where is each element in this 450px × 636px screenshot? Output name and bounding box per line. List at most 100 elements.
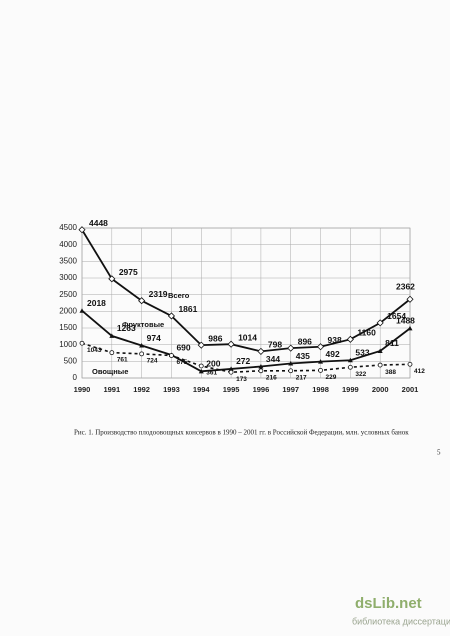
marker xyxy=(316,343,325,351)
marker xyxy=(108,275,116,283)
x-tick-label: 1992 xyxy=(133,385,150,394)
x-tick-label: 1996 xyxy=(253,385,270,394)
data-label: 4448 xyxy=(89,218,108,228)
x-tick-label: 1993 xyxy=(163,385,180,394)
data-label: 724 xyxy=(147,358,158,365)
data-label: 761 xyxy=(117,356,128,363)
chart: 0 500 1000 1500 2000 2500 3000 3500 4000 4500 1990… xyxy=(59,218,425,394)
y-tick-label: 1000 xyxy=(59,340,77,349)
data-label: 435 xyxy=(296,351,310,361)
data-label: 1263 xyxy=(117,323,136,333)
x-tick-label: 1995 xyxy=(223,385,240,394)
series-line xyxy=(81,310,411,373)
marker xyxy=(288,368,294,374)
marker xyxy=(257,347,265,355)
series-name: Фруктовые xyxy=(122,320,164,329)
data-label: 811 xyxy=(385,338,399,348)
x-tick-label: 1997 xyxy=(282,385,299,394)
data-label: 361 xyxy=(206,370,217,377)
data-label: 2018 xyxy=(87,298,106,308)
data-label: 1014 xyxy=(238,332,257,342)
data-label: 229 xyxy=(326,374,337,381)
marker xyxy=(347,364,353,370)
data-label: 896 xyxy=(298,336,312,346)
x-tick-label: 1994 xyxy=(193,385,211,394)
marker xyxy=(407,325,413,331)
marker xyxy=(318,359,324,364)
y-tick-label: 1500 xyxy=(59,323,77,332)
y-tick-label: 4500 xyxy=(59,223,77,232)
data-label: 2362 xyxy=(396,282,415,292)
x-tick-label: 1990 xyxy=(74,385,91,394)
marker xyxy=(198,363,204,369)
marker xyxy=(407,361,413,367)
marker xyxy=(227,340,235,348)
x-tick-label: 2001 xyxy=(402,385,419,394)
y-tick-label: 0 xyxy=(73,373,78,382)
marker xyxy=(139,343,145,348)
marker xyxy=(377,348,383,353)
data-label: 533 xyxy=(355,347,369,357)
data-label: 217 xyxy=(296,374,307,381)
marker xyxy=(288,361,294,366)
marker xyxy=(139,351,145,357)
marker xyxy=(346,335,354,343)
series-name: Всего xyxy=(168,291,190,300)
data-label: 1160 xyxy=(357,328,376,338)
marker xyxy=(376,319,384,327)
y-tick-label: 3000 xyxy=(59,273,77,282)
marker xyxy=(109,333,115,338)
marker xyxy=(287,344,295,352)
data-label: 272 xyxy=(236,356,250,366)
data-label: 344 xyxy=(266,354,280,364)
marker xyxy=(167,312,176,320)
data-label: 938 xyxy=(328,335,342,345)
data-label: 492 xyxy=(326,349,340,359)
marker xyxy=(347,357,353,363)
marker xyxy=(228,366,234,371)
data-label: 1654 xyxy=(387,311,406,321)
data-label: 216 xyxy=(266,375,277,382)
data-label: 1488 xyxy=(396,316,415,326)
marker xyxy=(318,367,323,373)
watermark-subtitle: библиотека диссертаций xyxy=(352,616,450,626)
x-tick-label: 1998 xyxy=(312,385,329,394)
marker xyxy=(78,226,86,234)
marker xyxy=(109,350,115,356)
marker xyxy=(258,368,264,374)
x-tick-label: 1991 xyxy=(103,385,120,394)
page-number: 5 xyxy=(437,449,441,457)
data-label: 173 xyxy=(236,376,247,383)
data-label: 1861 xyxy=(178,304,197,314)
data-label: 974 xyxy=(147,333,161,343)
watermark-site: dsLib.net xyxy=(355,595,422,612)
series-line xyxy=(81,342,411,374)
data-label: 675 xyxy=(176,359,187,366)
data-label: 1043 xyxy=(87,347,102,354)
data-label: 388 xyxy=(385,369,396,376)
data-label: 986 xyxy=(208,333,222,343)
caption: Рис. 1. Производство плодоовощных консер… xyxy=(74,429,409,437)
data-label: 412 xyxy=(414,368,425,375)
y-tick-label: 2500 xyxy=(59,290,77,299)
marker xyxy=(138,297,146,305)
y-tick-label: 3500 xyxy=(59,256,77,265)
marker xyxy=(169,353,174,358)
marker xyxy=(377,362,383,368)
series-line xyxy=(81,229,411,353)
y-tick-label: 500 xyxy=(64,356,78,365)
data-label: 200 xyxy=(206,359,220,369)
data-label: 798 xyxy=(268,340,282,350)
marker xyxy=(197,341,205,349)
marker xyxy=(198,368,204,374)
data-label: 2975 xyxy=(119,267,138,277)
series-name: Овощные xyxy=(92,367,128,376)
marker xyxy=(406,295,414,303)
y-tick-label: 2000 xyxy=(59,306,77,315)
y-tick-label: 4000 xyxy=(59,240,77,249)
marker xyxy=(79,340,85,346)
data-label: 322 xyxy=(355,371,366,378)
data-label: 690 xyxy=(176,342,190,352)
